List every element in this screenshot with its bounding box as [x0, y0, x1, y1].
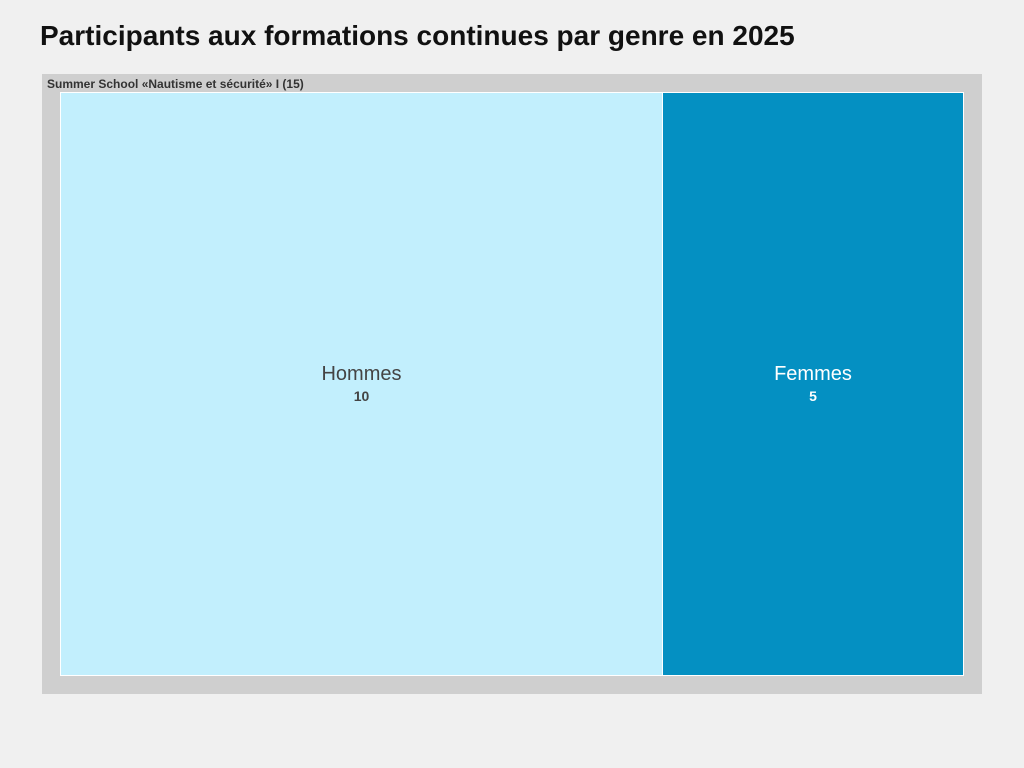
- tile-value: 10: [353, 388, 370, 404]
- tile-value: 5: [809, 388, 817, 404]
- tile-label: Femmes: [774, 363, 852, 385]
- treemap-tile-hommes: Hommes 10: [61, 93, 662, 675]
- group-label: Summer School «Nautisme et sécurité» I (…: [47, 77, 304, 91]
- treemap-tiles: Hommes 10 Femmes 5: [60, 92, 964, 676]
- chart-title: Participants aux formations continues pa…: [40, 20, 795, 51]
- tile-label: Hommes: [321, 363, 402, 385]
- treemap-tile-femmes: Femmes 5: [663, 93, 963, 675]
- treemap-chart: Summer School «Nautisme et sécurité» I (…: [42, 74, 982, 694]
